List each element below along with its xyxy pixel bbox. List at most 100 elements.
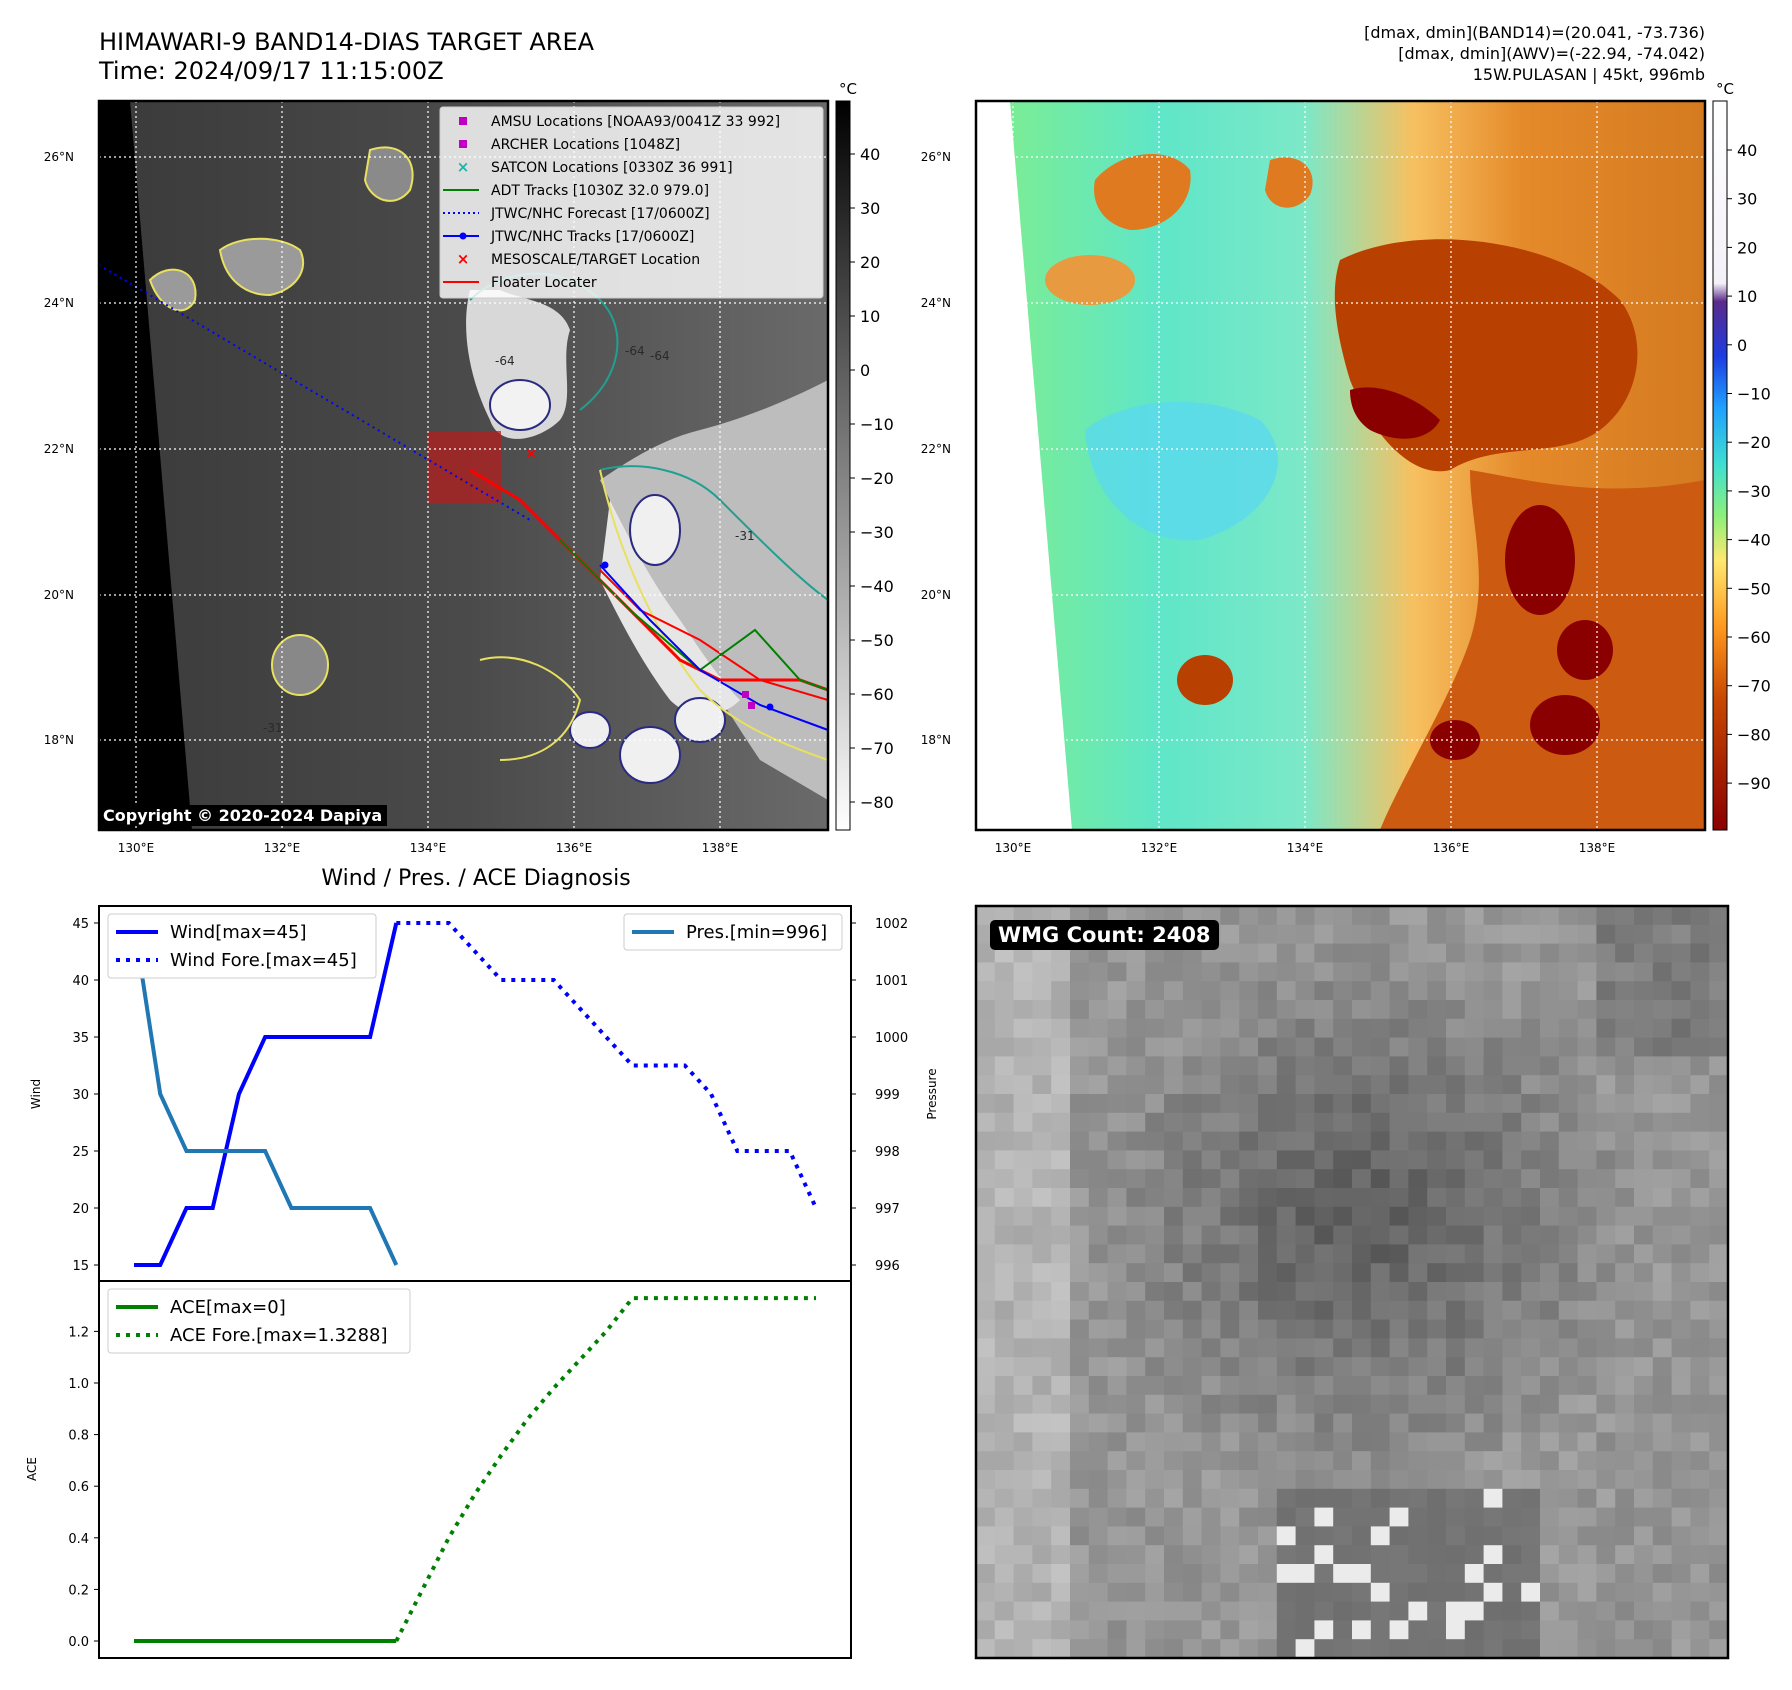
wmg-pixel [1709,1601,1728,1621]
wmg-pixel [1558,1319,1579,1339]
colorbar-tick-label: 30 [860,199,880,218]
wmg-pixel [1314,1169,1334,1189]
wmg-pixel [1370,906,1391,926]
wmg-pixel [1558,1131,1579,1151]
wmg-pixel [1502,1545,1522,1565]
wmg-pixel [1370,1112,1391,1133]
colorbar-tick-label: −50 [1737,579,1771,598]
wmg-pixel [1577,1150,1597,1170]
wmg-pixel [1258,1131,1278,1151]
wmg-pixel [1408,1394,1428,1415]
wmg-pixel [1671,1075,1691,1095]
wmg-pixel [1577,1394,1597,1415]
wmg-pixel [1013,1206,1033,1227]
wmg-pixel [1032,1150,1052,1170]
wmg-pixel [1464,1357,1485,1377]
wmg-pixel [1032,1432,1052,1452]
wmg-pixel [1258,1357,1278,1377]
wmg-pixel [1577,924,1597,945]
wmg-pixel [1201,1075,1221,1095]
wmg-pixel [1333,1282,1353,1302]
wmg-pixel [1370,1357,1391,1377]
wmg-pixel [1408,1056,1428,1076]
wmg-pixel [976,1169,996,1189]
wmg-pixel [1070,1225,1090,1245]
wmg-pixel [1446,1056,1466,1076]
wmg-pixel [1427,1507,1447,1527]
wmg-pixel [1032,1225,1052,1245]
wmg-pixel [1464,1432,1485,1452]
colorbar-tick-label: −20 [1737,433,1771,452]
wmg-pixel [1464,1507,1485,1527]
y-tick-label-right: 996 [875,1259,900,1274]
wmg-pixel [1088,1413,1109,1433]
wmg-pixel [1258,1564,1278,1584]
wmg-pixel [1051,1319,1071,1339]
wmg-pixel [1201,1169,1221,1189]
wmg-pixel [1671,1394,1691,1415]
wmg-pixel [1596,1488,1616,1509]
y-tick-label: 1.2 [68,1325,89,1340]
wmg-pixel [1464,1300,1485,1321]
wmg-pixel [1558,962,1579,982]
wmg-pixel [1032,1545,1052,1565]
wmg-pixel [994,1225,1015,1245]
wmg-pixel [1558,1150,1579,1170]
wmg-pixel [1220,1545,1240,1565]
wmg-pixel [1596,1075,1616,1095]
wmg-pixel [1126,1470,1146,1490]
wmg-pixel [1652,1507,1673,1527]
wmg-pixel [1126,1376,1146,1396]
cloud-band [600,380,828,800]
wmg-pixel [1201,1225,1221,1245]
wmg-pixel [1446,906,1466,926]
colorbar-tick-label: −30 [860,523,894,542]
wmg-pixel [1521,1413,1541,1433]
wmg-pixel [1276,1319,1297,1339]
wmg-pixel [1107,1056,1127,1076]
wmg-pixel [1446,981,1466,1001]
wmg-pixel [1258,1169,1278,1189]
wmg-pixel [1164,1169,1184,1189]
wmg-pixel [1427,1263,1447,1283]
wmg-pixel [1051,1470,1071,1490]
wmg-pixel [1070,1018,1090,1039]
wmg-pixel [1483,1582,1503,1603]
wmg-pixel [1333,1545,1353,1565]
wmg-pixel [1709,1338,1728,1358]
wmg-pixel [1352,1545,1372,1565]
adt-track [559,539,828,691]
wmg-pixel [1521,1018,1541,1039]
wmg-pixel [1370,1037,1391,1057]
wmg-pixel [1558,1620,1579,1640]
wmg-pixel [1220,1319,1240,1339]
wmg-pixel [1107,1169,1127,1189]
wmg-pixel [1690,1639,1710,1658]
legend-item: ARCHER Locations [1048Z] [459,137,680,153]
wmg-pixel [1145,1451,1165,1471]
wmg-pixel [994,1582,1015,1603]
wmg-pixel [1389,1601,1409,1621]
cold-core [1505,505,1575,615]
wmg-pixel [1333,1319,1353,1339]
wmg-pixel [1709,1056,1728,1076]
wmg-pixel [1276,1206,1297,1227]
wmg-pixel [1370,1582,1391,1603]
y-tick-label: 0.4 [68,1532,89,1547]
wmg-pixel [1690,1225,1710,1245]
wmg-pixel [1201,1507,1221,1527]
wmg-pixel [1558,1018,1579,1039]
wmg-pixel [1126,1018,1146,1039]
wmg-pixel [1314,1263,1334,1283]
wmg-pixel [1446,1094,1466,1114]
wmg-pixel [1201,981,1221,1001]
wmg-pixel [1145,981,1165,1001]
wmg-pixel [1126,1056,1146,1076]
wmg-pixel [1370,943,1391,963]
wmg-pixel [1013,962,1033,982]
wmg-pixel [1258,1037,1278,1057]
wmg-pixel [1070,1357,1090,1377]
ace-series-line-1 [394,1296,816,1642]
wmg-pixel [1427,1376,1447,1396]
wmg-pixel [1427,1564,1447,1584]
